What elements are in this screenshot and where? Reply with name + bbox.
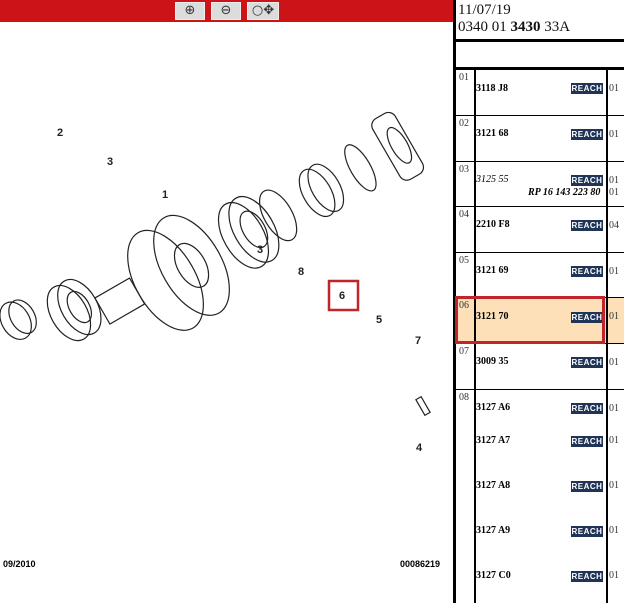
part-row-selected[interactable]: 06 3121 70 REACH 01	[456, 297, 624, 343]
reach-badge: REACH	[571, 357, 603, 368]
reach-badge: REACH	[571, 175, 603, 186]
cell-text: 01	[459, 72, 469, 83]
cell-text: 04	[609, 220, 619, 231]
part-row[interactable]: 04 2210 F8 REACH 04	[456, 206, 624, 252]
cell-text: 01	[609, 266, 619, 277]
header-date: 11/07/19	[458, 2, 511, 18]
selected-row-highlight	[455, 296, 605, 344]
cell-text: 3121 68	[476, 128, 509, 139]
cell-text: 33A	[544, 19, 571, 35]
toolbar: ⊕ ⊖ ○✥	[0, 0, 453, 22]
cell-text: 3127 A6	[476, 402, 511, 413]
cell-text: 01	[609, 480, 619, 491]
divider	[456, 39, 624, 42]
zoom-in-icon[interactable]: ⊕	[175, 2, 205, 20]
cell-text: 01	[609, 175, 619, 186]
callout-4: 4	[416, 442, 423, 454]
cell-text: 05	[459, 255, 469, 266]
cell-text: 3127 C0	[476, 570, 511, 581]
cell-text: 01	[609, 187, 619, 198]
callout-2: 2	[57, 127, 63, 139]
cell-text: 03	[459, 164, 469, 175]
diagram-ref: 00086219	[400, 559, 441, 569]
reach-badge: REACH	[571, 571, 603, 582]
part-row[interactable]: 03 3125 55 REACH 01 RP 16 143 223 80 01	[456, 161, 624, 206]
reach-badge: REACH	[571, 129, 603, 140]
cell-text: 3430	[510, 19, 541, 35]
cell-text: 01	[609, 83, 619, 94]
cell-text: 3127 A7	[476, 435, 511, 446]
cell-text: 06	[459, 300, 469, 311]
cell-text: 2210 F8	[476, 219, 510, 230]
cell-text: 3009 35	[476, 356, 509, 367]
header-code: 0340 01 3430 33A	[458, 19, 570, 36]
callout-5: 5	[376, 314, 382, 326]
reach-badge: REACH	[571, 526, 603, 537]
reach-badge: REACH	[571, 436, 603, 447]
cell-text: 01	[609, 311, 619, 322]
cell-text: 3118 J8	[476, 83, 508, 94]
cell-text: 02	[459, 118, 469, 129]
callout-6-highlight	[327, 279, 360, 312]
callout-8: 8	[298, 266, 304, 278]
reach-badge: REACH	[571, 83, 603, 94]
cell-text: 08	[459, 392, 469, 403]
callout-3: 3	[107, 156, 113, 168]
callout-3b: 3	[257, 244, 263, 256]
parts-header: 11/07/19 0340 01 3430 33A	[458, 2, 570, 36]
reach-badge: REACH	[571, 403, 603, 414]
cell-text: 01	[609, 357, 619, 368]
reach-badge: REACH	[571, 481, 603, 492]
parts-list-panel: 11/07/19 0340 01 3430 33A 01 3118 J8 REACH…	[456, 0, 624, 603]
reach-badge: REACH	[571, 312, 603, 323]
cell-text: RP 16 143 223 80	[528, 187, 601, 198]
cell-text: 3127 A9	[476, 525, 511, 536]
cell-text: 3125 55	[476, 174, 509, 185]
cell-text: 3127 A8	[476, 480, 511, 491]
cell-text: 07	[459, 346, 469, 357]
diagram-date: 09/2010	[3, 559, 36, 569]
cell-text: 01	[609, 525, 619, 536]
reach-badge: REACH	[571, 220, 603, 231]
part-row[interactable]: 02 3121 68 REACH 01	[456, 115, 624, 161]
cell-text: 01	[609, 435, 619, 446]
cell-text: 01	[609, 129, 619, 140]
cell-text: 3121 70	[476, 311, 509, 322]
part-row[interactable]: 01 3118 J8 REACH 01	[456, 69, 624, 115]
exploded-parts-diagram: 2 3 1 3 8 6 5 7 4	[0, 111, 431, 454]
part-row-group[interactable]: 08 3127 A6 REACH 01 3127 A7 REACH 01 3127 A8…	[456, 389, 624, 603]
divider	[456, 67, 624, 70]
part-row[interactable]: 07 3009 35 REACH 01	[456, 343, 624, 389]
diagram-panel: ⊕ ⊖ ○✥ 2 3 1 3 8 6 5 7 4 09/2010 000862	[0, 0, 453, 569]
callout-6: 6	[339, 290, 345, 302]
zoom-out-icon[interactable]: ⊖	[211, 2, 241, 20]
cell-text: 01	[609, 403, 619, 414]
cell-text: 0340 01	[458, 19, 507, 35]
cell-text: 3121 69	[476, 265, 509, 276]
column-divider	[606, 68, 608, 603]
part-row[interactable]: 05 3121 69 REACH 01	[456, 252, 624, 297]
callout-1: 1	[162, 189, 168, 201]
panel-divider	[453, 0, 456, 603]
zoom-pan-icon[interactable]: ○✥	[247, 2, 279, 20]
cell-text: 01	[609, 570, 619, 581]
cell-text: 04	[459, 209, 469, 220]
column-divider	[474, 68, 476, 603]
reach-badge: REACH	[571, 266, 603, 277]
callout-7: 7	[415, 335, 421, 347]
